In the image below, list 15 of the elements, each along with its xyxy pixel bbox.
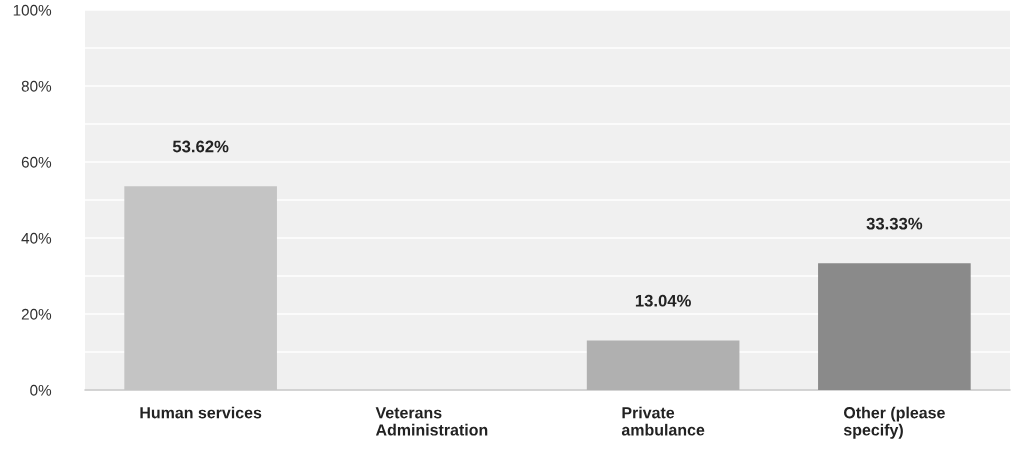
x-tick-label: Other (please specify): [843, 406, 945, 439]
y-tick-label: 80%: [21, 80, 52, 92]
x-tick-label: Human services: [140, 406, 262, 419]
data-label: 53.62%: [172, 140, 229, 153]
y-tick-label: 60%: [21, 156, 52, 168]
x-tick-label: Private ambulance: [621, 406, 705, 436]
data-label: 13.04%: [635, 294, 691, 307]
y-tick-label: 20%: [21, 308, 52, 320]
data-label: 33.33%: [866, 217, 923, 230]
y-tick-label: 100%: [13, 4, 52, 16]
x-tick-label: Veterans Administration: [375, 407, 488, 436]
bar: [818, 263, 971, 390]
y-tick-label: 40%: [21, 232, 52, 244]
bar: [124, 186, 277, 390]
y-tick-label: 0%: [30, 384, 52, 396]
